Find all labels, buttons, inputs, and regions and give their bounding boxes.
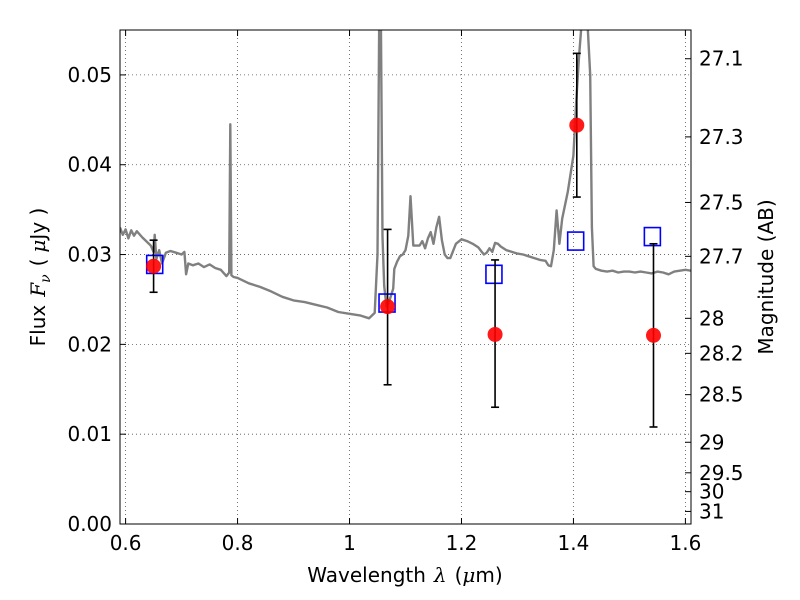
model-photometry-marker: [643, 226, 662, 247]
y2-tick-label: 27.3: [699, 125, 744, 149]
plot-background: [120, 30, 691, 524]
plot-area: [120, 30, 691, 428]
ticks: 0.6 0.8 1 1.2 1.4 1.6 0.00 0.01 0.02 0.03 0.04 0.05…: [67, 30, 744, 555]
y2-tick-label: 29.5: [699, 461, 744, 485]
x-tick-label: 0.8: [222, 531, 254, 555]
observed-flux-point: [487, 326, 503, 342]
y2-tick-label: 28.5: [699, 383, 744, 407]
x-tick-label: 1.4: [558, 531, 590, 555]
y-tick-label: 0.05: [67, 63, 112, 87]
x-tick-label: 1.6: [669, 531, 701, 555]
y2-tick-label: 29: [699, 430, 724, 454]
y-tick-label: 0.04: [67, 153, 112, 177]
y2-axis-label: Magnitude (AB): [754, 199, 778, 354]
y-tick-label: 0.01: [67, 422, 112, 446]
observed-flux-point: [569, 117, 585, 133]
plot-frame: [119, 29, 692, 525]
observed-flux-point: [645, 327, 661, 343]
y2-tick-label: 27.1: [699, 47, 744, 71]
y2-tick-label: 31: [699, 499, 724, 523]
x-tick-label: 1: [343, 531, 356, 555]
y2-tick-label: 28: [699, 306, 724, 330]
y2-tick-label: 30: [699, 480, 724, 504]
y2-tick-label: 28.2: [699, 341, 744, 365]
y-tick-label: 0.02: [67, 332, 112, 356]
y-tick-label: 0.03: [67, 243, 112, 267]
x-axis-label: Wavelength λ (μm): [307, 563, 502, 587]
y-axis-label: FluxFν(μJy ): [26, 208, 54, 347]
spectrum-line: [120, 30, 691, 320]
model-photometry-marker: [566, 231, 585, 251]
x-tick-label: 1.2: [446, 531, 478, 555]
model-photometry-marker: [485, 264, 503, 285]
observed-flux-point: [380, 299, 396, 315]
x-tick-label: 0.6: [110, 531, 142, 555]
y2-tick-label: 27.7: [699, 244, 744, 268]
observed-flux-point: [146, 258, 162, 274]
y2-tick-label: 27.5: [699, 190, 744, 214]
y-tick-label: 0.00: [67, 512, 112, 536]
